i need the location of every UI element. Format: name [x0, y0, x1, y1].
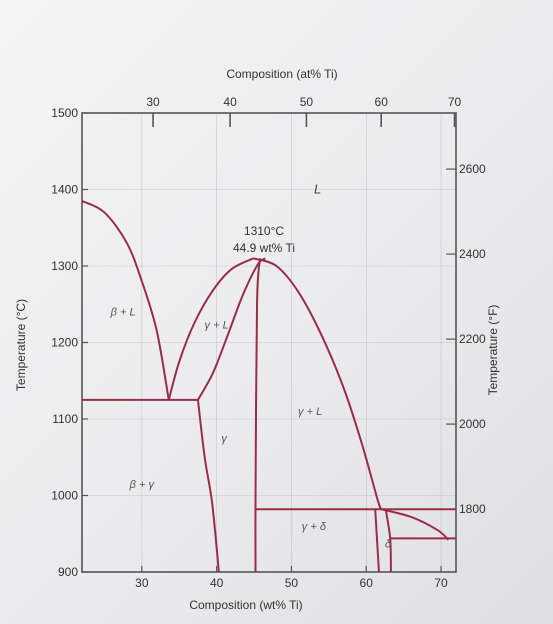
bottom-tick-label: 70	[434, 576, 448, 590]
right-tick-label: 2600	[459, 162, 486, 176]
bottom-tick-label: 40	[210, 576, 224, 590]
region-label: γ + δ	[302, 521, 327, 533]
top-tick-label: 30	[146, 95, 160, 109]
curve-gamma-liquidus-left	[167, 257, 254, 401]
x-axis-bottom-title: Composition (wt% Ti)	[189, 598, 302, 612]
peak-composition-label: 44.9 wt% Ti	[233, 241, 295, 255]
right-tick-label: 2000	[459, 417, 486, 431]
right-tick-label: 1800	[459, 502, 486, 516]
curve-delta-liquidus	[380, 508, 450, 541]
top-tick-label: 60	[375, 95, 389, 109]
curve-gamma-liquidus-right	[252, 257, 383, 510]
region-label: γ + L	[298, 406, 322, 418]
bottom-tick-label: 50	[285, 576, 299, 590]
axis-ticks: 900 1000 1100 1200 1300 1400 1500 30 40 50 60 70 30 4…	[51, 95, 486, 590]
region-labels: Lβ + L γ + L γ + L γ β + γ γ + δ δ	[110, 181, 392, 550]
bottom-tick-label: 30	[135, 576, 149, 590]
curve-gamma-beta-solvus	[196, 399, 220, 573]
left-tick-label: 1500	[51, 106, 78, 120]
top-tick-label: 40	[223, 95, 237, 109]
top-tick-label: 50	[300, 95, 314, 109]
curve-delta-phase-left	[374, 509, 380, 573]
right-tick-label: 2200	[459, 332, 486, 346]
x-axis-top-title: Composition (at% Ti)	[226, 67, 337, 81]
left-tick-label: 1100	[52, 412, 78, 426]
region-label: γ	[221, 433, 228, 445]
y-axis-left-title: Temperature (°C)	[14, 299, 28, 391]
top-tick-label: 70	[448, 95, 462, 109]
y-axis-right-title: Temperature (°F)	[486, 305, 500, 396]
grid	[82, 112, 456, 573]
left-tick-label: 1400	[51, 183, 78, 197]
region-label: β + L	[110, 307, 136, 319]
phase-boundaries	[81, 200, 456, 573]
left-tick-label: 1200	[51, 336, 78, 350]
right-tick-label: 2400	[459, 247, 486, 261]
peak-temperature-label: 1310°C	[244, 224, 284, 238]
bottom-tick-label: 60	[360, 576, 374, 590]
left-tick-label: 900	[58, 565, 78, 579]
left-tick-label: 1000	[51, 489, 78, 503]
region-label: L	[314, 181, 321, 196]
left-tick-label: 1300	[51, 259, 78, 273]
curve-beta-liquidus	[81, 200, 170, 401]
region-label: β + γ	[129, 479, 156, 491]
curve-gamma-solidus-right	[254, 258, 262, 573]
region-label: δ	[385, 539, 392, 551]
region-label: γ + L	[205, 320, 229, 332]
